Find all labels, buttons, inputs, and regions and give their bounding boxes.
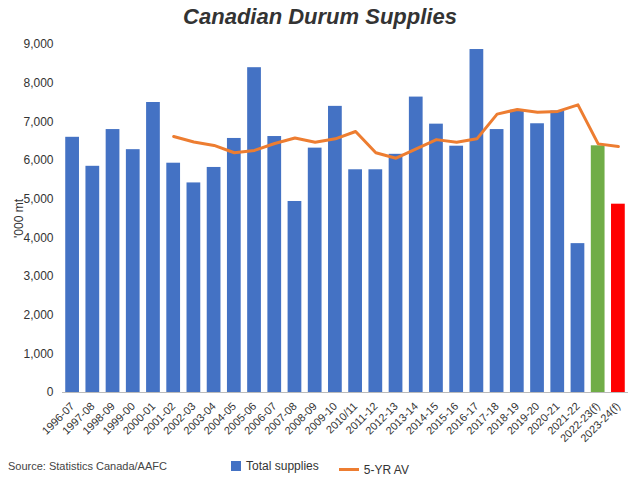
svg-text:2022-23(f): 2022-23(f) — [557, 399, 603, 445]
svg-text:1998-09: 1998-09 — [79, 399, 117, 437]
svg-text:2008-09: 2008-09 — [282, 399, 320, 437]
svg-text:2,000: 2,000 — [23, 308, 53, 322]
svg-text:0: 0 — [47, 385, 54, 399]
html-text:Total supplies: Total supplies — [246, 459, 319, 473]
svg-text:2009-10: 2009-10 — [302, 399, 340, 437]
svg-text:2011-12: 2011-12 — [343, 399, 380, 437]
html-text:Canadian Durum Supplies: Canadian Durum Supplies — [183, 4, 457, 29]
svg-text:1999-00: 1999-00 — [100, 399, 138, 437]
svg-text:5,000: 5,000 — [23, 192, 53, 206]
svg-text:7,000: 7,000 — [23, 115, 53, 129]
svg-text:3,000: 3,000 — [23, 269, 53, 283]
svg-text:8,000: 8,000 — [23, 76, 53, 90]
svg-text:9,000: 9,000 — [23, 37, 53, 51]
svg-text:2006-07: 2006-07 — [241, 399, 279, 437]
svg-text:2015-16: 2015-16 — [423, 399, 461, 437]
svg-text:2000-01: 2000-01 — [120, 399, 158, 437]
svg-text:1,000: 1,000 — [23, 347, 53, 361]
svg-text:2020-21: 2020-21 — [524, 399, 562, 437]
svg-text:2013-14: 2013-14 — [383, 399, 421, 437]
svg-text:2017-18: 2017-18 — [464, 399, 501, 437]
svg-text:2019-20: 2019-20 — [504, 399, 542, 437]
svg-text:2023-24(f): 2023-24(f) — [578, 400, 622, 444]
svg-text:2005-06: 2005-06 — [221, 399, 259, 437]
svg-text:2016-17: 2016-17 — [443, 399, 481, 437]
svg-text:6,000: 6,000 — [23, 153, 53, 167]
html-text:5-YR AV: 5-YR AV — [363, 462, 409, 477]
svg-text:2012-13: 2012-13 — [362, 399, 400, 437]
svg-text:2004-05: 2004-05 — [201, 399, 239, 437]
svg-text:2010/11: 2010/11 — [323, 399, 360, 436]
svg-text:1996-07: 1996-07 — [39, 399, 77, 437]
svg-text:2018-19: 2018-19 — [484, 399, 522, 437]
svg-text:2014-15: 2014-15 — [403, 399, 441, 437]
svg-text:4,000: 4,000 — [23, 231, 53, 245]
svg-text:2001-02: 2001-02 — [140, 399, 178, 437]
html-text:Source: Statistics Canada/AAFC: Source: Statistics Canada/AAFC — [8, 460, 167, 472]
svg-text:2003-04: 2003-04 — [181, 399, 218, 437]
svg-text:1997-08: 1997-08 — [59, 399, 97, 437]
svg-text:2021-22: 2021-22 — [544, 399, 582, 437]
svg-text:2007-08: 2007-08 — [261, 399, 299, 437]
svg-text:'000 mt: '000 mt — [12, 198, 26, 238]
svg-text:2002-03: 2002-03 — [160, 399, 198, 437]
